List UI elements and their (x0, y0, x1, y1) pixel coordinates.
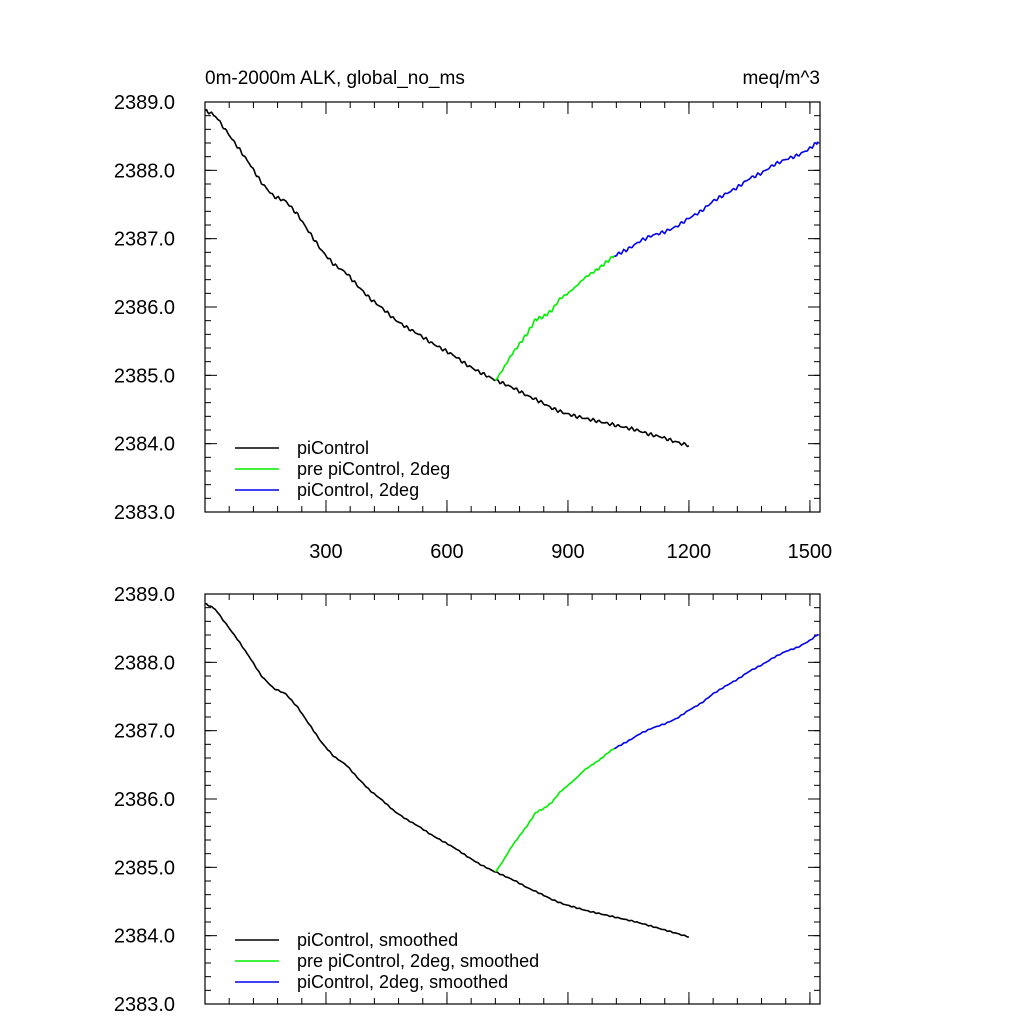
legend-label: pre piControl, 2deg (297, 459, 450, 479)
legend-label: piControl, smoothed (297, 930, 458, 950)
y-tick-label: 2383.0 (114, 502, 175, 524)
chart-title-right: meq/m^3 (742, 68, 820, 89)
y-tick-label: 2389.0 (114, 584, 175, 606)
y-tick-label: 2384.0 (114, 926, 175, 948)
y-tick-label: 2388.0 (114, 652, 175, 674)
x-tick-label: 300 (309, 541, 342, 563)
chart-panel-1: 2383.0 2384.0 2385.0 2386.0 2387.0 2388.0 2389… (114, 68, 832, 563)
x-tick-label: 600 (430, 541, 463, 563)
chart-title-left: 0m-2000m ALK, global_no_ms (205, 68, 465, 89)
x-tick-label: 1500 (788, 541, 833, 563)
series-line (205, 602, 689, 938)
x-tick-label: 1200 (667, 541, 712, 563)
series-line (494, 255, 615, 382)
series-line (205, 108, 690, 448)
y-tick-label: 2387.0 (114, 721, 175, 743)
y-tick-label: 2389.0 (114, 92, 175, 114)
legend-label: piControl, 2deg, smoothed (297, 972, 508, 992)
series-line (614, 633, 819, 750)
legend-label: piControl (297, 438, 369, 458)
x-tick-label: 900 (551, 541, 584, 563)
series-line (494, 747, 615, 873)
legend-label: pre piControl, 2deg, smoothed (297, 951, 539, 971)
chart-panel-2: 2383.0 2384.0 2385.0 2386.0 2387.0 2388.0 2389… (114, 584, 821, 1016)
legend-label: piControl, 2deg (297, 480, 419, 500)
series-line (614, 141, 819, 258)
y-tick-label: 2387.0 (114, 229, 175, 251)
y-tick-label: 2384.0 (114, 434, 175, 456)
y-tick-label: 2385.0 (114, 365, 175, 387)
y-tick-label: 2388.0 (114, 160, 175, 182)
y-tick-label: 2386.0 (114, 789, 175, 811)
y-tick-label: 2383.0 (114, 994, 175, 1016)
y-tick-label: 2386.0 (114, 297, 175, 319)
y-tick-label: 2385.0 (114, 857, 175, 879)
